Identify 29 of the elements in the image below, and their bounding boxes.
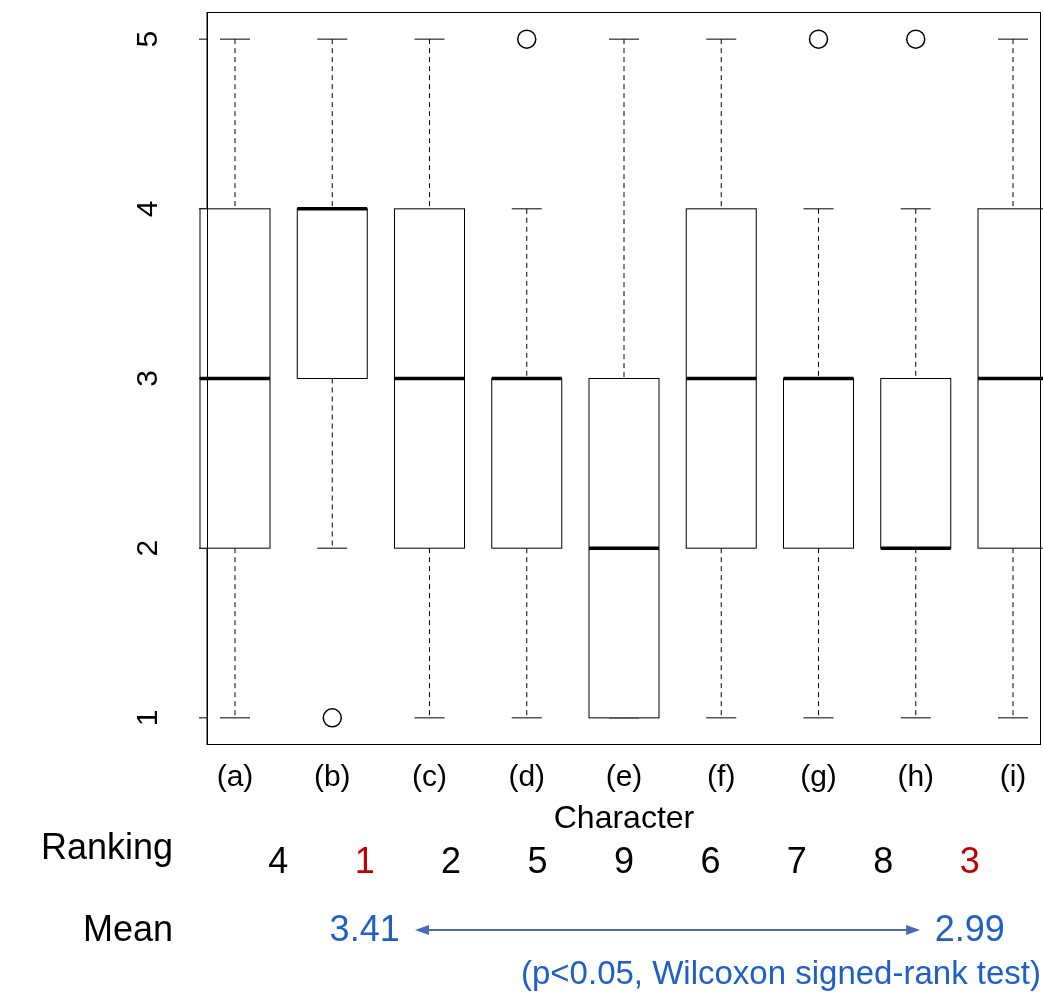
text: 2 xyxy=(440,840,463,882)
text: 7 xyxy=(785,840,808,882)
x-tick-label: (b) xyxy=(313,759,351,793)
x-tick-label: (i) xyxy=(999,759,1027,793)
y-tick-label: 4 xyxy=(130,200,163,218)
text: 1 xyxy=(353,840,376,882)
x-tick-label: (e) xyxy=(605,759,643,793)
text: 5 xyxy=(526,840,549,882)
text: 9 xyxy=(613,840,635,882)
text: 6 xyxy=(699,840,722,882)
text: 3 xyxy=(958,840,981,882)
x-tick-label: (h) xyxy=(897,759,935,793)
y-tick-label: 1 xyxy=(130,709,163,727)
text: 8 xyxy=(872,840,895,882)
text: Mean xyxy=(82,908,173,950)
x-axis-title: Character xyxy=(553,799,695,835)
x-tick-label: (g) xyxy=(800,759,837,793)
y-tick-label: 2 xyxy=(130,539,163,557)
y-tick-label: 3 xyxy=(130,370,163,387)
text: 3.41 xyxy=(328,908,401,950)
x-tick-label: (f) xyxy=(707,759,736,793)
text: 4 xyxy=(267,840,290,882)
x-tick-label: (d) xyxy=(508,759,546,793)
text: (p<0.05, Wilcoxon signed-rank test) xyxy=(521,954,1041,992)
x-tick-label: (a) xyxy=(216,759,254,793)
text: Ranking xyxy=(40,826,173,868)
text: 2.99 xyxy=(933,908,1006,950)
x-tick-label: (c) xyxy=(412,759,447,793)
y-tick-label: 5 xyxy=(130,30,163,48)
